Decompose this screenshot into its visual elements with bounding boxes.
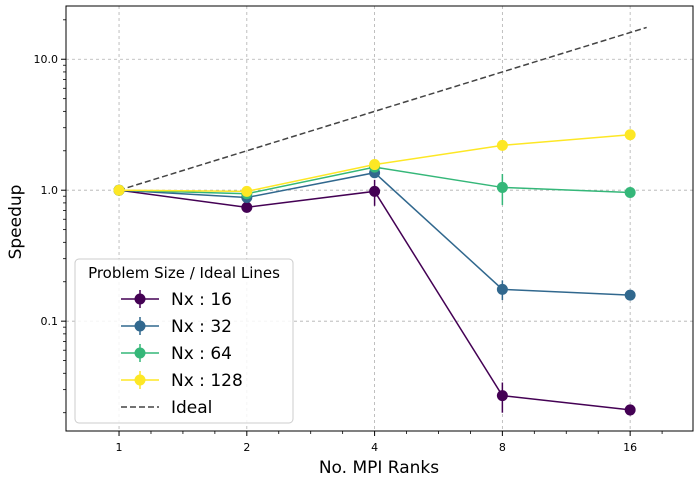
y-tick-label: 1.0: [41, 184, 59, 197]
plot-frame: [65, 5, 694, 432]
legend-label: Nx : 128: [171, 371, 243, 391]
legend-entries: Nx : 16 Nx : 32 Nx : 64 Nx : 128 Ideal: [121, 290, 243, 418]
legend-swatch-marker: [134, 374, 146, 386]
data-point: [496, 181, 508, 193]
data-point: [369, 185, 381, 197]
data-point: [624, 289, 636, 301]
legend-swatch-marker: [134, 293, 146, 305]
y-tick-label: 10.0: [34, 53, 59, 66]
legend-entry: Nx : 32: [121, 317, 232, 337]
x-tick-label: 1: [116, 441, 123, 454]
series-group: [113, 129, 636, 197]
ideal-line: [118, 26, 647, 191]
y-tick-label: 0.1: [41, 315, 59, 328]
data-point: [241, 201, 253, 213]
data-point: [496, 283, 508, 295]
data-point: [624, 404, 636, 416]
data-point: [624, 187, 636, 199]
legend-entry: Nx : 64: [121, 344, 232, 364]
y-axis-title: Speedup: [6, 185, 26, 260]
legend-label: Nx : 64: [171, 344, 232, 364]
data-point: [624, 129, 636, 141]
tick-layer: 1 2 4 8 16 0.1 1.0 10.0: [34, 19, 663, 454]
ideal-layer: [118, 26, 647, 191]
legend-box: [74, 258, 294, 424]
legend-label: Nx : 32: [171, 317, 232, 337]
data-point: [113, 184, 125, 196]
data-point: [496, 139, 508, 151]
legend-title: Problem Size / Ideal Lines: [88, 264, 280, 282]
data-point: [496, 390, 508, 402]
legend-label: Nx : 16: [171, 290, 232, 310]
x-axis-title: No. MPI Ranks: [319, 458, 439, 478]
x-tick-label: 2: [243, 441, 250, 454]
legend-entry: Ideal: [121, 398, 212, 418]
legend-swatch-marker: [134, 320, 146, 332]
legend-entry: Nx : 128: [121, 371, 243, 391]
legend-entry: Nx : 16: [121, 290, 232, 310]
data-point: [369, 159, 381, 171]
data-point: [241, 185, 253, 197]
legend: Problem Size / Ideal Lines Nx : 16 Nx : 3…: [74, 258, 294, 424]
legend-swatch-marker: [134, 347, 146, 359]
series-layer: [113, 129, 636, 416]
legend-label: Ideal: [171, 398, 212, 418]
x-tick-label: 4: [371, 441, 378, 454]
x-tick-label: 16: [623, 441, 637, 454]
x-tick-label: 8: [499, 441, 506, 454]
